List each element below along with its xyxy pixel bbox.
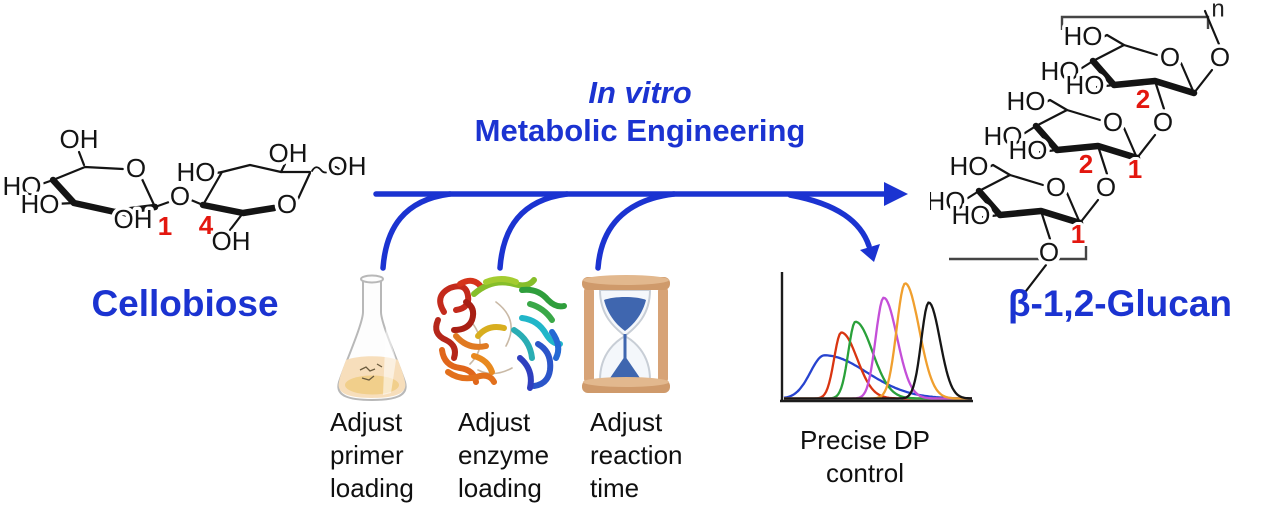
atom-label: O xyxy=(1103,107,1123,137)
atom-label: OH xyxy=(269,138,308,168)
atom-label: HO xyxy=(1041,56,1080,86)
input-arc-time xyxy=(595,191,677,271)
locant-label: 2 xyxy=(1136,84,1150,114)
molecule-sketch xyxy=(359,363,383,381)
hourglass-icon xyxy=(582,275,670,393)
atom-label: HO xyxy=(177,157,216,187)
atom-label: HO xyxy=(950,151,989,181)
title-line-main: Metabolic Engineering xyxy=(474,113,806,148)
caption-line: Precise DP xyxy=(799,425,931,455)
peak-4-magenta xyxy=(784,296,972,400)
atom-label: HO xyxy=(1007,86,1046,116)
enzyme-structure-icon xyxy=(433,276,567,391)
factor-caption-enzyme: Adjust enzyme loading xyxy=(458,406,549,505)
result-caption: Precise DP control xyxy=(775,424,955,490)
output-branch-arrowhead xyxy=(860,244,880,262)
atom-label: HO xyxy=(1066,70,1105,100)
atom-label: OH xyxy=(328,151,367,181)
caption-line: Adjust xyxy=(458,407,531,437)
atom-label: O xyxy=(1096,172,1116,202)
chromatogram-peaks xyxy=(783,282,972,400)
atom-label: HO xyxy=(1064,21,1103,51)
atom-label: O xyxy=(126,153,146,183)
atom-label: O xyxy=(1039,237,1059,267)
title-line-italic: In vitro xyxy=(588,75,692,110)
atom-label: OH xyxy=(212,226,251,256)
atom-label: O xyxy=(170,181,190,211)
caption-line: enzyme xyxy=(458,440,550,470)
caption-line: Adjust xyxy=(590,407,663,437)
caption-line: Adjust xyxy=(330,407,403,437)
scheme-title: In vitro Metabolic Engineering xyxy=(430,74,850,150)
atom-label: HO xyxy=(3,171,42,201)
caption-line: loading xyxy=(330,473,414,503)
locant-label: 1 xyxy=(1071,219,1085,249)
locant-label: 1 xyxy=(1128,154,1142,184)
atom-label: O xyxy=(1153,107,1173,137)
locant-label: 2 xyxy=(1079,149,1093,179)
atom-label: O xyxy=(1046,172,1066,202)
reactant-name: Cellobiose xyxy=(91,283,279,324)
peak-6-black xyxy=(784,301,972,400)
atom-label: O xyxy=(1210,42,1230,72)
atom-label: HO xyxy=(984,121,1023,151)
repeat-bracket-bottom xyxy=(949,246,1088,261)
factor-caption-time: Adjust reaction time xyxy=(590,406,683,505)
main-arrowhead xyxy=(884,182,908,206)
caption-line: control xyxy=(825,458,905,488)
atom-label: HO xyxy=(952,200,991,230)
atom-label: OH xyxy=(60,125,99,154)
locant-label: 4 xyxy=(199,210,214,240)
caption-line: time xyxy=(590,473,640,503)
caption-line: reaction xyxy=(590,440,683,470)
atom-label: HO xyxy=(21,189,60,219)
atom-label: O xyxy=(1160,42,1180,72)
erlenmeyer-flask-icon xyxy=(337,274,407,402)
factor-caption-primer: Adjust primer loading xyxy=(330,406,414,505)
caption-line: loading xyxy=(458,473,542,503)
repeat-n-label: n xyxy=(1211,0,1224,22)
product-name: β-1,2-Glucan xyxy=(1007,283,1233,324)
atom-label: OH xyxy=(114,204,153,234)
chart-axes xyxy=(780,272,973,403)
input-arc-enzyme xyxy=(497,191,570,271)
wavy-bond xyxy=(311,165,340,174)
atom-label: HO xyxy=(1009,135,1048,165)
atom-label: HO xyxy=(930,186,966,216)
locant-label: 1 xyxy=(158,211,172,241)
caption-line: primer xyxy=(330,440,404,470)
peak-5-orange xyxy=(784,282,972,400)
input-arc-primer xyxy=(380,191,453,271)
repeat-bracket-top xyxy=(1060,15,1210,30)
dp-chromatogram xyxy=(780,272,973,403)
output-branch-arrow xyxy=(787,192,872,249)
atom-label: O xyxy=(277,189,297,219)
